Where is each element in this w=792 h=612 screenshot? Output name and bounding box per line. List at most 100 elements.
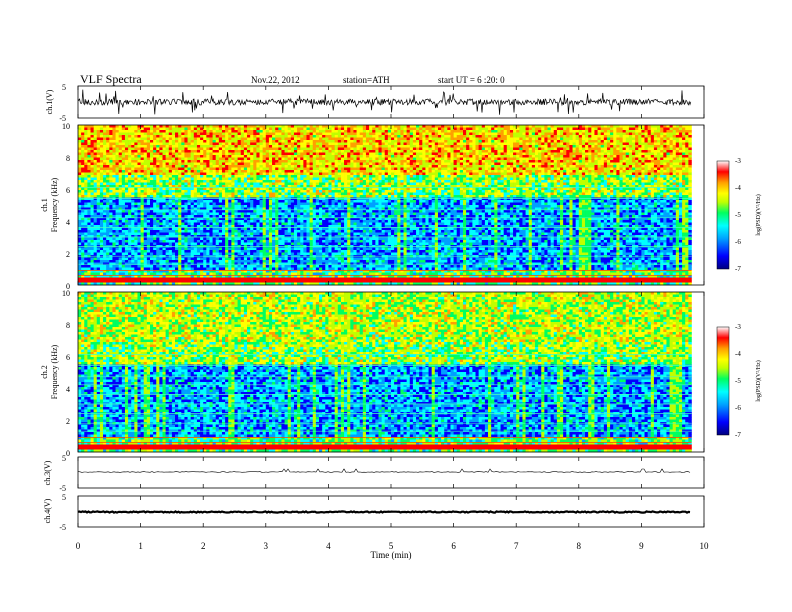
spectrogram-cell [469,152,473,156]
spectrogram-cell [115,175,119,178]
spectrogram-cell [575,167,580,171]
spectrogram-cell [585,155,589,158]
spectrogram-cell [181,135,185,138]
spectrogram-cell [175,182,179,186]
spectrogram-cell [672,132,677,136]
spectrogram-cell [243,132,248,136]
spectrogram-cell [381,162,386,166]
spectrogram-cell [635,150,639,153]
spectrogram-cell [488,130,492,133]
spectrogram-cell [509,175,514,178]
spectrogram-cell [538,142,542,146]
spectrogram-cell [112,155,116,158]
spectrogram-cell [478,145,483,148]
spectrogram-cell [162,152,166,156]
spectrogram-cell [419,140,423,143]
spectrogram-cell [319,180,323,183]
spectrogram-cell [284,135,289,138]
spectrogram-cell [256,172,260,176]
spectrogram-cell [544,127,548,131]
spectrogram-cell [431,142,436,146]
spectrogram-cell [553,162,558,166]
spectrogram-cell [525,152,530,156]
spectrogram-cell [334,187,339,191]
spectrogram-cell [547,172,551,176]
spectrogram-cell [494,132,498,136]
spectrogram-cell [387,177,392,181]
spectrogram-cell [315,125,320,128]
spectrogram-cell [128,142,132,146]
spectrogram-cell [153,132,157,136]
spectrogram-cell [350,137,354,141]
spectrogram-cell [265,175,270,178]
spectrogram-cell [387,150,392,153]
spectrogram-cell [484,150,489,153]
spectrogram-cell [431,165,436,168]
spectrogram-cell [478,175,483,178]
spectrogram-cell [606,175,611,178]
spectrogram-cell [472,147,476,151]
spectrogram-cell [281,182,285,186]
spectrogram-cell [362,162,367,166]
spectrogram-cell [78,180,82,183]
spectrogram-cell [547,167,551,171]
spectrogram-cell [225,152,229,156]
spectrogram-cell [400,125,404,128]
spectrogram-cell [187,180,191,183]
spectrogram-cell [121,165,126,168]
spectrogram-cell [96,155,101,158]
spectrogram-cell [566,140,570,143]
spectrogram-cell [525,175,530,178]
spectrogram-cell [685,152,689,156]
spectrogram-cell [262,142,267,146]
spectrogram-cell [428,137,432,141]
spectrogram-cell [412,142,417,146]
spectrogram-cell [262,170,267,173]
spectrogram-cell [87,130,91,133]
spectrogram-cell [619,152,623,156]
spectrogram-cell [397,135,401,138]
spectrogram-cell [143,125,148,128]
spectrogram-cell [196,170,201,173]
spectrogram-cell [103,137,107,141]
spectrogram-cell [322,162,326,166]
spectrogram-cell [569,127,573,131]
spectrogram-cell [137,177,141,181]
spectrogram-cell [597,172,602,176]
spectrogram-cell [494,135,498,138]
spectrogram-cell [103,132,107,136]
spectrogram-cell [400,150,404,153]
spectrogram-cell [437,130,442,133]
spectrogram-cell [200,187,204,191]
spectrogram-cell [644,132,648,136]
spectrogram-cell [237,170,242,173]
spectrogram-cell [391,177,395,181]
spectrogram-cell [375,125,379,128]
spectrogram-cell [312,147,317,151]
spectrogram-cell [187,150,191,153]
spectrogram-cell [641,172,645,176]
spectrogram-cell [638,130,642,133]
spectrogram-cell [635,142,639,146]
spectrogram-cell [337,170,342,173]
spectrogram-cell [99,180,104,183]
spectrogram-cell [525,130,530,133]
spectrogram-cell [165,185,170,188]
spectrogram-cell [149,162,154,166]
spectrogram-cell [447,165,451,168]
spectrogram-cell [290,150,295,153]
spectrogram-cell [156,162,160,166]
spectrogram-cell [475,150,479,153]
spectrogram-cell [531,162,536,166]
spectrogram-cell [369,177,373,181]
spectrogram-cell [190,177,195,181]
spectrogram-cell [112,172,116,176]
spectrogram-cell [247,172,251,176]
spectrogram-cell [146,162,151,166]
spectrogram-cell [281,162,285,166]
spectrogram-cell [237,145,242,148]
spectrogram-cell [434,162,439,166]
spectrogram-cell [663,142,667,146]
spectrogram-cell [481,137,486,141]
spectrogram-cell [603,162,608,166]
